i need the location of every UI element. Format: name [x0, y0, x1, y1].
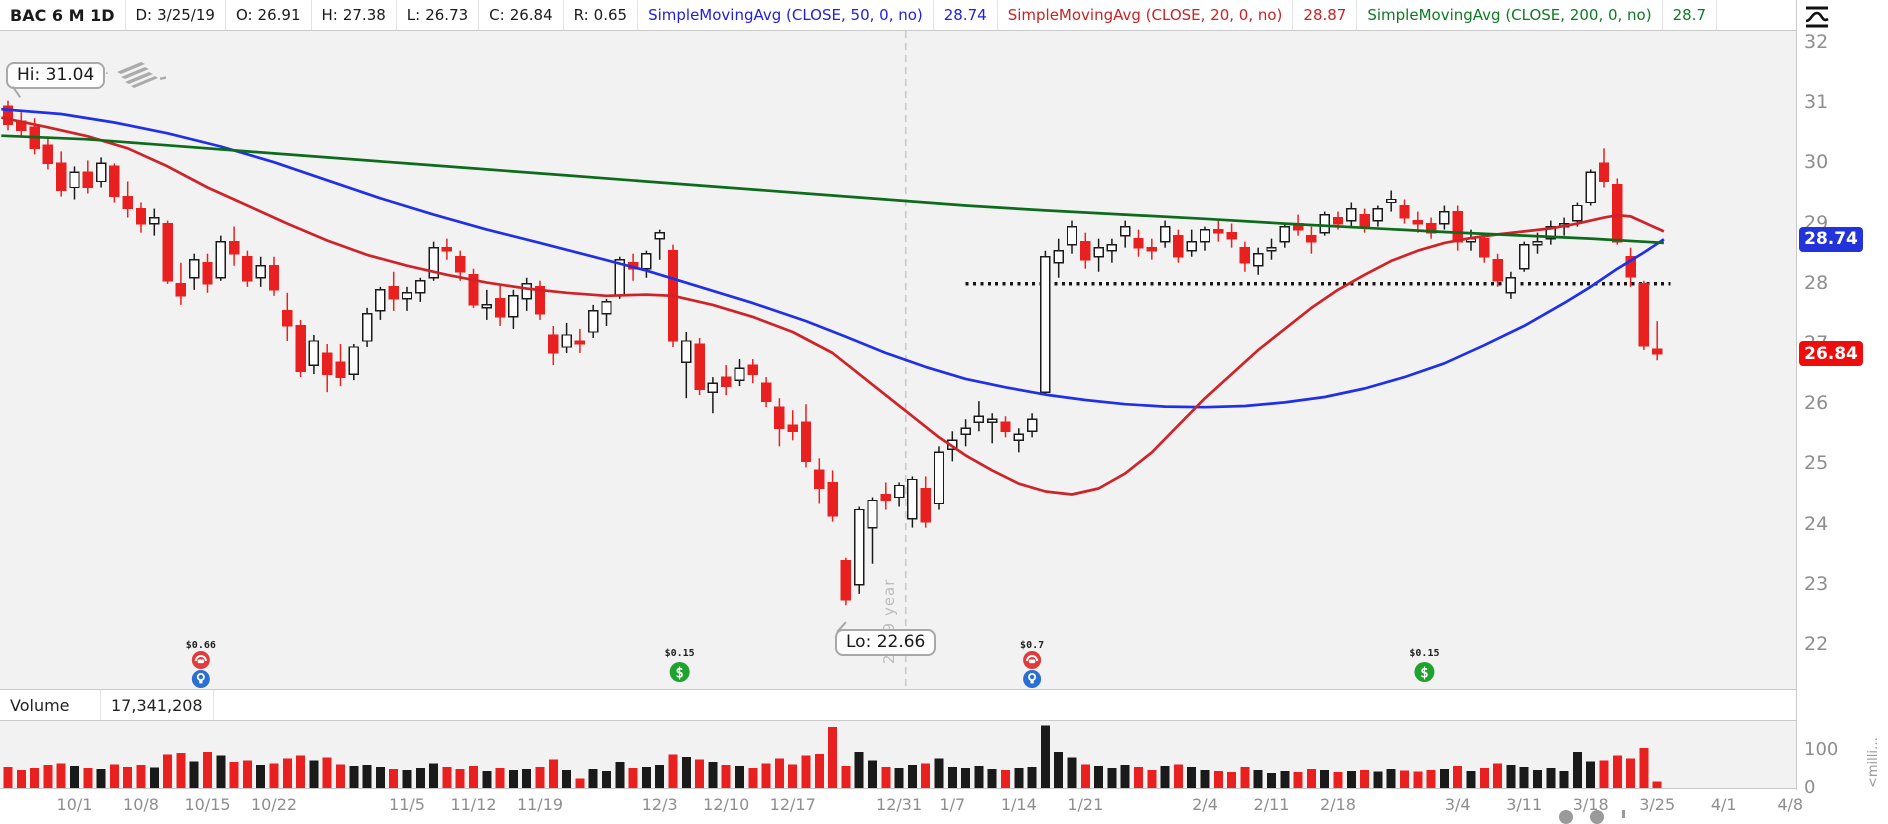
ohlc-readout-group: D: 3/25/19 O: 26.91 H: 27.38 L: 26.73 C: 26.84 R: 0… — [126, 0, 639, 30]
date-tick-label: 12/3 — [641, 795, 678, 814]
date-tick-label: 11/12 — [450, 795, 497, 814]
date-tick-label: 10/22 — [250, 795, 298, 814]
ohlc-field-o: O: 26.91 — [226, 0, 312, 30]
date-tick-label: 12/17 — [769, 795, 816, 814]
date-tick-label: 12/10 — [703, 795, 750, 814]
close-price-badge: 26.84 — [1799, 341, 1863, 367]
bofa-flagscape-logo-icon — [117, 62, 167, 88]
volume-tick-label: 0 — [1804, 777, 1816, 798]
date-tick-label: 2/4 — [1192, 795, 1218, 814]
price-tick-label: 31 — [1804, 91, 1829, 114]
study-value-2: 28.7 — [1663, 0, 1717, 30]
date-tick-label: 1/14 — [1000, 795, 1037, 814]
study-label-1[interactable]: SimpleMovingAvg (CLOSE, 20, 0, no) — [998, 0, 1294, 30]
price-tick-label: 32 — [1804, 31, 1829, 53]
cutoff-artifact — [1559, 810, 1573, 824]
studies-readout-group: SimpleMovingAvg (CLOSE, 50, 0, no) 28.74 S… — [638, 0, 1717, 30]
ohlc-field-h: H: 27.38 — [312, 0, 397, 30]
volume-study-label[interactable]: Volume — [0, 690, 101, 720]
date-tick-label: 1/21 — [1067, 795, 1104, 814]
date-tick-label: 4/8 — [1777, 795, 1804, 814]
date-tick-label: 10/8 — [123, 795, 159, 814]
main-chart-pane[interactable] — [0, 31, 1796, 690]
price-tick-label: 24 — [1804, 512, 1829, 535]
event-marker-amount: $0.7 — [1020, 640, 1045, 651]
volume-units-label: <milli… — [1866, 736, 1881, 788]
date-tick-label: 3/18 — [1572, 795, 1609, 814]
sma50-price-badge: 28.74 — [1799, 226, 1863, 252]
date-tick-label: 10/1 — [56, 795, 93, 814]
price-tick-label: 30 — [1804, 151, 1829, 174]
price-tick-label: 23 — [1804, 572, 1829, 595]
price-tick-label: 22 — [1804, 633, 1829, 655]
volume-header-bar: Volume 17,341,208 — [0, 690, 1796, 721]
study-label-2[interactable]: SimpleMovingAvg (CLOSE, 200, 0, no) — [1357, 0, 1663, 30]
date-axis[interactable] — [0, 789, 1888, 818]
date-tick-label: 12/31 — [876, 795, 923, 814]
event-marker-amount: $0.15 — [1409, 648, 1440, 659]
ohlc-field-r: R: 0.65 — [564, 0, 639, 30]
date-tick-label: 11/5 — [389, 795, 425, 814]
study-value-1: 28.87 — [1293, 0, 1358, 30]
study-value-0: 28.74 — [934, 0, 998, 30]
date-tick-label: 4/1 — [1710, 795, 1737, 814]
event-marker-amount: $0.15 — [664, 648, 695, 659]
volume-tick-label: 100 — [1804, 739, 1839, 760]
study-label-0[interactable]: SimpleMovingAvg (CLOSE, 50, 0, no) — [638, 0, 934, 30]
price-tick-label: 28 — [1804, 271, 1829, 294]
cutoff-artifact — [1622, 810, 1625, 818]
date-tick-label: 2/11 — [1253, 795, 1290, 814]
date-tick-label: 11/19 — [516, 795, 564, 814]
date-tick-label: 2/18 — [1320, 795, 1356, 814]
volume-pane[interactable] — [0, 721, 1796, 789]
ohlc-field-c: C: 26.84 — [479, 0, 564, 30]
price-axis[interactable] — [1796, 0, 1888, 790]
lo-price-tooltip: Lo: 22.66 — [835, 629, 937, 656]
hi-price-tooltip: Hi: 31.04 — [6, 62, 106, 89]
chart-toolbar: BAC 6 M 1D D: 3/25/19 O: 26.91 H: 27.38 L: 26.7… — [0, 0, 1796, 31]
price-tick-label: 25 — [1804, 452, 1829, 475]
ohlc-field-d: D: 3/25/19 — [126, 0, 226, 30]
event-marker-amount: $0.66 — [185, 640, 216, 651]
date-tick-label: 10/15 — [184, 795, 231, 814]
date-tick-label: 3/11 — [1506, 795, 1543, 814]
date-tick-label: 1/7 — [939, 795, 966, 814]
ohlc-field-l: L: 26.73 — [397, 0, 480, 30]
date-tick-label: 3/4 — [1444, 795, 1471, 814]
date-tick-label: 3/25 — [1639, 795, 1676, 814]
symbol-timeframe-readout[interactable]: BAC 6 M 1D — [0, 0, 126, 30]
price-tick-label: 26 — [1804, 392, 1829, 415]
auto-scale-icon[interactable] — [1802, 5, 1838, 29]
volume-value-readout: 17,341,208 — [101, 690, 214, 720]
